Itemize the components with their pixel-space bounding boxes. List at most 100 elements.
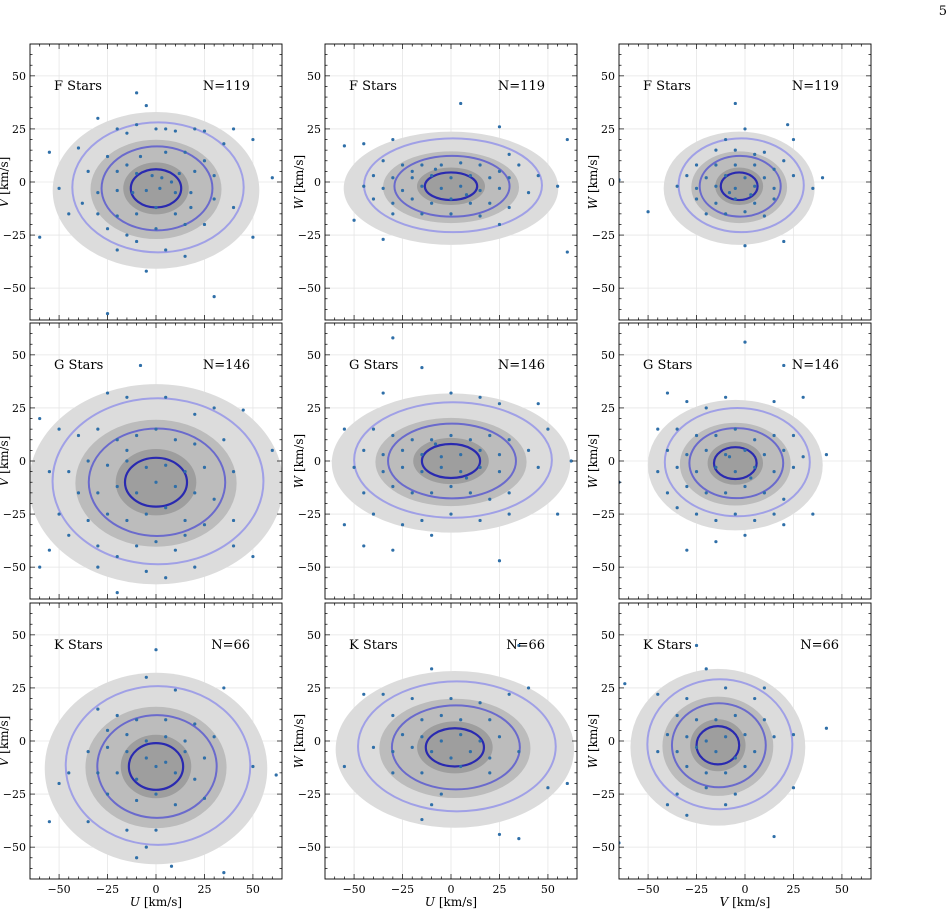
y-tick-label: 0: [608, 455, 615, 468]
data-point: [352, 465, 356, 469]
data-point: [782, 448, 786, 452]
data-point: [420, 184, 424, 188]
data-point: [202, 523, 207, 527]
data-point: [115, 591, 119, 595]
data-point: [154, 540, 158, 544]
y-axis-label: V [km/s]: [0, 436, 11, 487]
data-point: [449, 433, 453, 438]
data-point: [478, 739, 482, 743]
x-tick-label: 0: [153, 883, 160, 896]
x-tick-label: 50: [835, 883, 849, 896]
data-point: [733, 101, 737, 106]
data-point: [685, 174, 689, 178]
data-point: [38, 235, 42, 239]
data-point: [47, 150, 51, 154]
data-point: [231, 127, 236, 131]
data-point: [105, 512, 110, 516]
data-point: [420, 470, 424, 474]
data-point: [772, 167, 776, 171]
data-point: [439, 163, 443, 167]
data-point: [762, 491, 766, 495]
data-point: [135, 718, 139, 722]
y-tick-label: −50: [592, 561, 615, 574]
data-point: [381, 391, 385, 395]
x-axis-label: V [km/s]: [720, 895, 771, 909]
y-tick-label: 50: [307, 349, 321, 362]
y-tick-label: −25: [298, 788, 321, 801]
data-point: [459, 453, 463, 457]
data-point: [459, 718, 463, 722]
data-point: [251, 235, 255, 239]
star-count-label: N=66: [800, 638, 839, 653]
data-point: [497, 402, 502, 406]
data-point: [714, 750, 718, 754]
data-point: [86, 169, 90, 173]
spectral-type-label: K Stars: [54, 638, 103, 653]
data-point: [202, 159, 207, 163]
data-point: [801, 395, 805, 399]
y-tick-label: 0: [608, 735, 615, 748]
data-point: [231, 470, 236, 474]
data-point: [704, 406, 708, 410]
spectral-type-label: G Stars: [643, 358, 692, 373]
plot-area: [38, 91, 274, 316]
data-point: [507, 692, 511, 696]
data-point: [154, 792, 158, 796]
data-point: [753, 152, 757, 156]
data-point: [820, 176, 825, 180]
data-point: [212, 497, 216, 501]
y-axis-label: W [km/s]: [586, 155, 600, 209]
data-point: [391, 176, 395, 180]
data-point: [169, 864, 174, 868]
data-point: [222, 438, 226, 442]
data-point: [169, 180, 174, 184]
data-point: [96, 491, 100, 495]
star-count-label: N=119: [792, 79, 839, 94]
data-point: [791, 174, 796, 178]
data-point: [135, 239, 139, 244]
data-point: [76, 146, 81, 150]
data-point: [430, 750, 434, 754]
data-point: [507, 512, 511, 516]
contour-mid: [670, 702, 767, 789]
data-point: [727, 191, 732, 195]
data-point: [497, 470, 502, 474]
data-point: [675, 713, 679, 718]
data-point: [488, 718, 492, 722]
data-point: [749, 476, 753, 480]
data-point: [105, 745, 110, 749]
y-tick-label: −25: [592, 229, 615, 242]
data-point: [439, 465, 443, 469]
data-point: [478, 395, 482, 399]
data-point: [105, 154, 110, 159]
data-point: [433, 442, 438, 446]
contour-inner: [719, 171, 759, 202]
data-point: [362, 184, 366, 188]
data-point: [656, 470, 660, 474]
data-point: [420, 365, 424, 370]
data-point: [733, 512, 737, 516]
data-point: [183, 222, 187, 227]
y-tick-label: 50: [307, 629, 321, 642]
data-point: [743, 533, 747, 537]
data-point: [144, 512, 148, 516]
data-point: [144, 188, 148, 193]
data-point: [714, 718, 718, 722]
data-point: [772, 399, 776, 404]
data-point: [135, 212, 139, 216]
y-tick-label: 50: [601, 629, 615, 642]
data-point: [772, 735, 776, 739]
data-point: [222, 686, 226, 690]
panel-1: −50 −25 0 25 50 V [km/s] F Stars N=119: [0, 43, 283, 321]
data-point: [791, 733, 796, 737]
data-point: [743, 484, 747, 489]
data-point: [371, 512, 376, 516]
data-point: [76, 491, 81, 495]
data-point: [464, 476, 469, 480]
data-point: [478, 214, 482, 218]
data-point: [449, 696, 453, 701]
contour-mid: [100, 145, 214, 232]
data-point: [694, 186, 699, 190]
y-tick-label: −50: [3, 841, 26, 854]
data-point: [164, 248, 168, 252]
